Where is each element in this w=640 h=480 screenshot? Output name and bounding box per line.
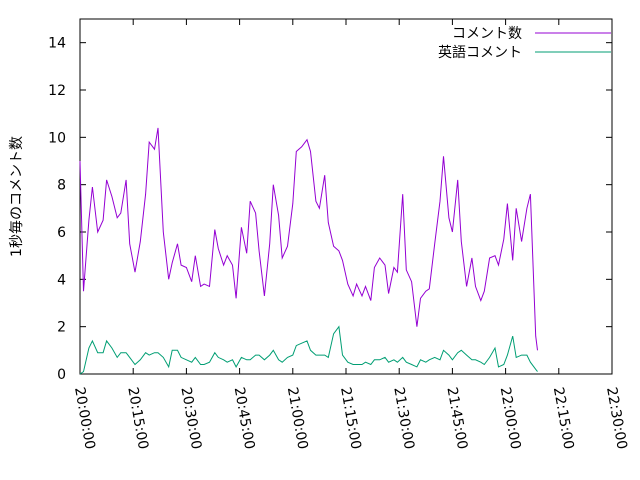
y-tick-label: 10	[48, 130, 66, 146]
y-axis-label: 1秒毎のコメント数	[9, 136, 25, 257]
x-tick-label: 21:00:00	[284, 386, 311, 451]
series-lines	[79, 127, 538, 375]
plot-border	[79, 18, 613, 375]
y-tick-label: 2	[57, 320, 66, 336]
x-tick-label: 21:15:00	[337, 386, 364, 451]
series-line-0	[79, 127, 538, 351]
legend-label-0: コメント数	[452, 26, 522, 42]
y-tick-label: 6	[57, 225, 66, 241]
x-tick-label: 20:00:00	[71, 386, 98, 451]
x-tick-label: 20:15:00	[124, 386, 151, 451]
x-tick-label: 20:30:00	[177, 386, 204, 451]
x-tick-label: 21:30:00	[390, 386, 417, 451]
y-tick-label: 14	[48, 36, 66, 52]
legend-label-1: 英語コメント	[438, 44, 522, 61]
x-tick-label: 22:00:00	[497, 386, 524, 451]
x-tick-label: 22:30:00	[603, 386, 630, 451]
y-tick-label: 4	[57, 272, 66, 288]
x-tick-label: 20:45:00	[231, 386, 258, 451]
y-tick-label: 0	[57, 367, 66, 383]
ticks: 0 2 4 6 8 10 12 14 20:00:00 20:15:00 20:30:00 20:45…	[48, 19, 630, 451]
axes	[79, 18, 613, 375]
y-tick-label: 12	[48, 83, 66, 99]
y-tick-label: 8	[57, 178, 66, 194]
series-line-1	[79, 325, 538, 375]
x-tick-label: 21:45:00	[443, 386, 470, 451]
x-tick-label: 22:15:00	[550, 386, 577, 451]
